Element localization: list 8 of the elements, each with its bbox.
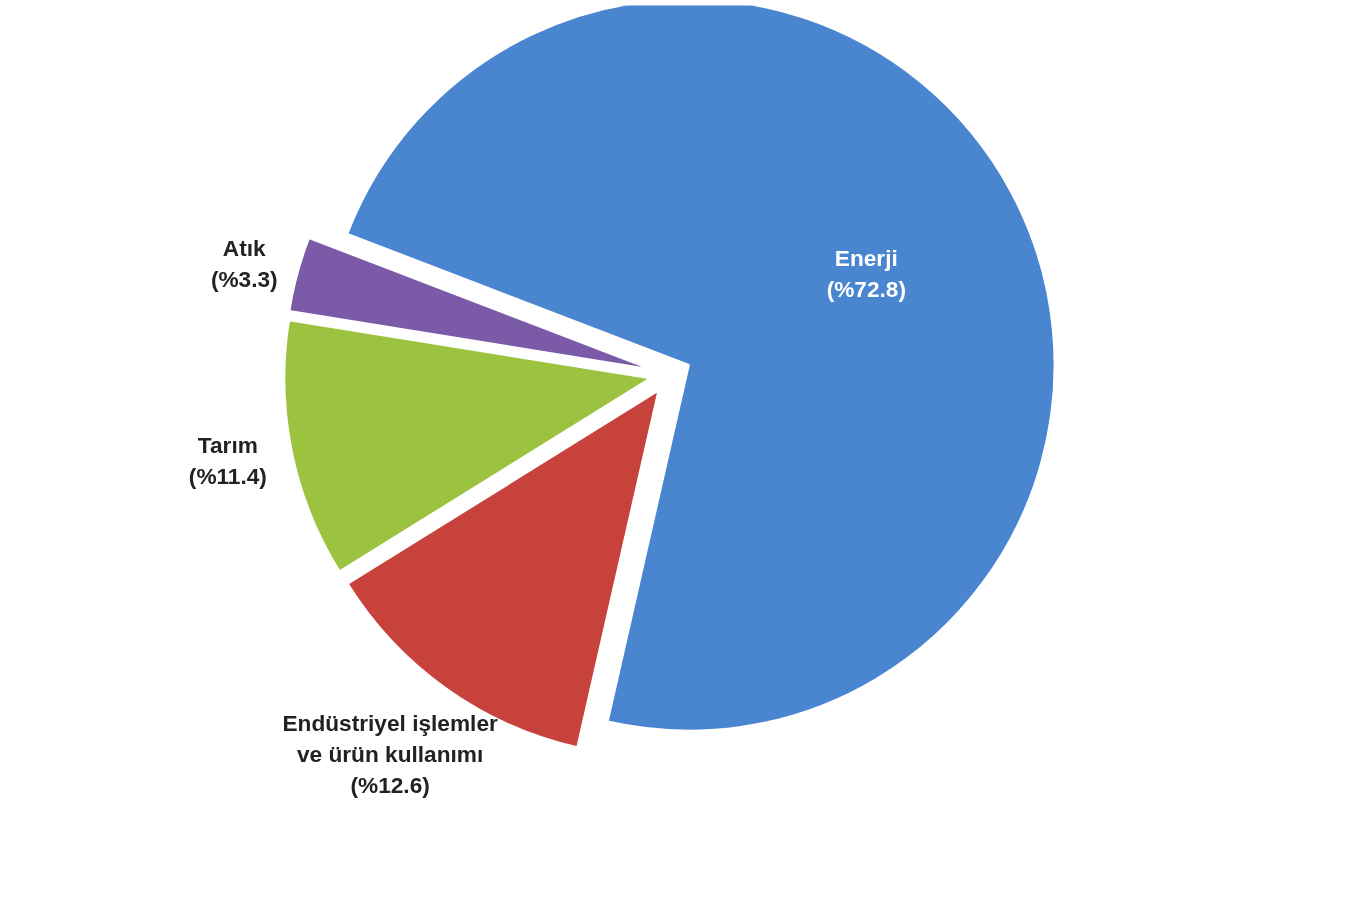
data-label: (%11.4)	[188, 462, 267, 489]
slice-label: Tarım	[197, 431, 258, 458]
data-label: (%3.3)	[210, 266, 278, 293]
slice-label: Endüstriyel işlemler ve ürün kullanımı	[282, 709, 498, 767]
data-label: (%12.6)	[350, 772, 430, 799]
slice-label: Atık	[222, 235, 267, 262]
slice-label: Enerji	[834, 244, 898, 271]
data-label: (%72.8)	[826, 276, 906, 303]
